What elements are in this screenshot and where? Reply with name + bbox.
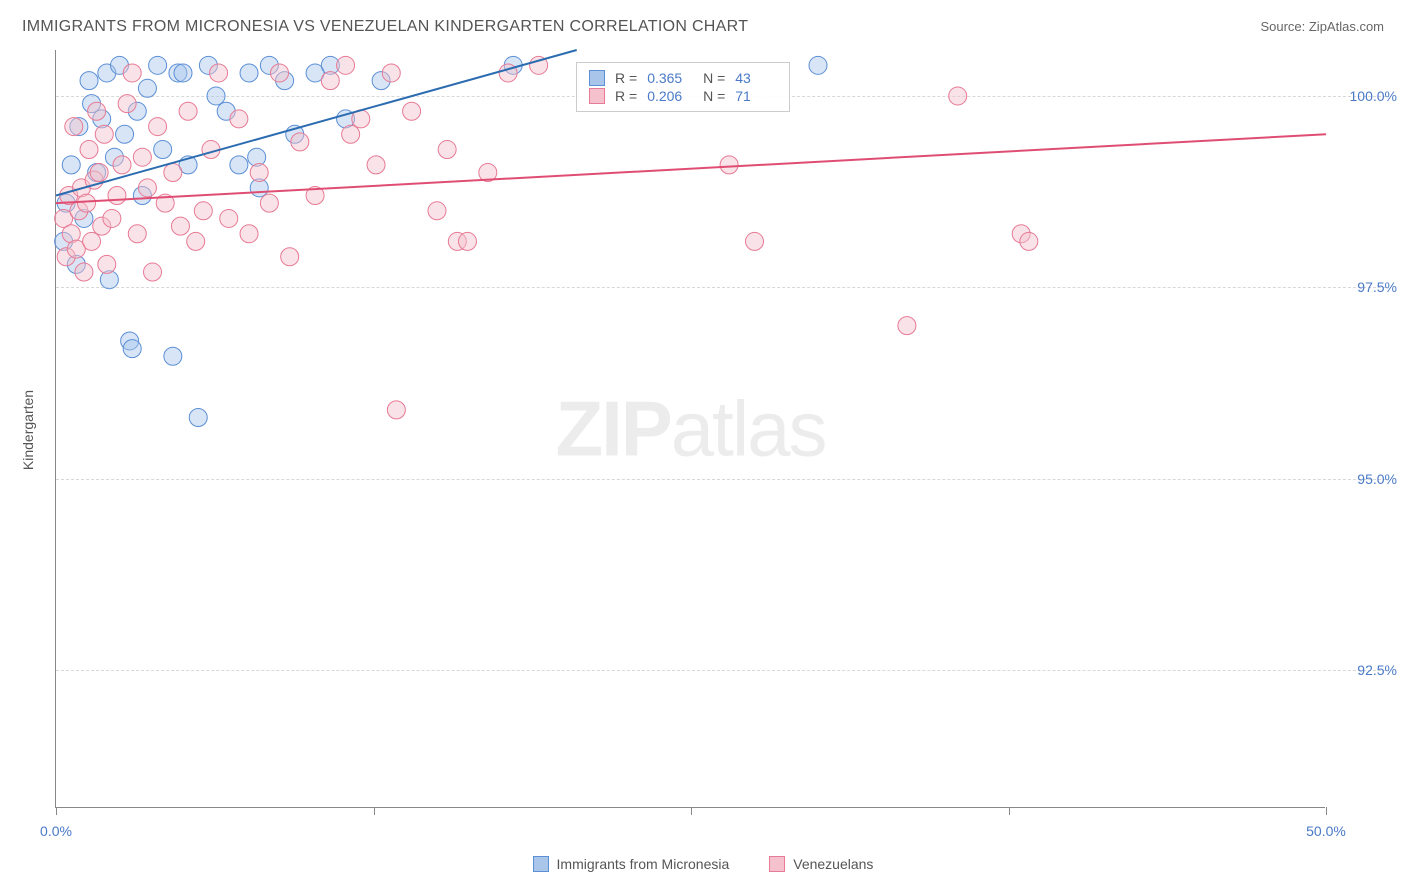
legend-swatch-1 [533,856,549,872]
scatter-marker [90,164,108,182]
scatter-marker [154,141,172,159]
scatter-marker [189,409,207,427]
stats-swatch-1 [589,70,605,86]
scatter-marker [250,164,268,182]
correlation-stats-box: R = 0.365 N = 43 R = 0.206 N = 71 [576,62,790,112]
scatter-marker [194,202,212,220]
xtick [691,807,692,815]
legend: Immigrants from Micronesia Venezuelans [0,856,1406,872]
y-axis-label: Kindergarten [20,390,36,470]
legend-swatch-2 [769,856,785,872]
scatter-marker [291,133,309,151]
legend-label-2: Venezuelans [793,856,873,872]
scatter-svg [56,50,1325,807]
scatter-marker [367,156,385,174]
scatter-marker [113,156,131,174]
xtick [374,807,375,815]
stat-r-label: R = [615,88,637,104]
chart-source: Source: ZipAtlas.com [1260,19,1384,34]
scatter-marker [133,148,151,166]
scatter-marker [428,202,446,220]
scatter-marker [458,232,476,250]
scatter-marker [123,64,141,82]
xtick [1326,807,1327,815]
ytick-label: 95.0% [1337,471,1397,487]
scatter-marker [809,56,827,74]
scatter-marker [342,125,360,143]
scatter-marker [103,209,121,227]
legend-label-1: Immigrants from Micronesia [557,856,730,872]
stats-row-series1: R = 0.365 N = 43 [589,69,777,87]
scatter-marker [174,64,192,82]
scatter-marker [88,102,106,120]
stats-row-series2: R = 0.206 N = 71 [589,87,777,105]
scatter-marker [230,156,248,174]
xtick-label: 50.0% [1306,823,1346,839]
scatter-marker [116,125,134,143]
stat-n-value-2: 71 [735,88,777,104]
xtick [1009,807,1010,815]
scatter-marker [149,118,167,136]
ytick-label: 92.5% [1337,662,1397,678]
scatter-marker [271,64,289,82]
legend-item-2: Venezuelans [769,856,873,872]
scatter-marker [746,232,764,250]
scatter-marker [80,72,98,90]
scatter-marker [230,110,248,128]
scatter-marker [123,340,141,358]
ytick-label: 97.5% [1337,279,1397,295]
scatter-marker [118,95,136,113]
scatter-marker [164,164,182,182]
legend-item-1: Immigrants from Micronesia [533,856,730,872]
scatter-marker [240,225,258,243]
scatter-marker [164,347,182,365]
scatter-marker [382,64,400,82]
scatter-marker [83,232,101,250]
scatter-marker [949,87,967,105]
scatter-marker [337,56,355,74]
stat-r-value-2: 0.206 [647,88,689,104]
scatter-marker [75,263,93,281]
scatter-marker [108,186,126,204]
chart-plot-area: ZIPatlas R = 0.365 N = 43 R = 0.206 N = … [55,50,1325,808]
scatter-marker [1020,232,1038,250]
scatter-marker [898,317,916,335]
scatter-marker [149,56,167,74]
scatter-marker [720,156,738,174]
xtick [56,807,57,815]
scatter-marker [207,87,225,105]
scatter-marker [179,102,197,120]
scatter-marker [65,118,83,136]
scatter-marker [171,217,189,235]
scatter-marker [98,255,116,273]
scatter-marker [128,225,146,243]
scatter-marker [138,79,156,97]
scatter-marker [240,64,258,82]
scatter-marker [387,401,405,419]
scatter-marker [438,141,456,159]
ytick-label: 100.0% [1337,88,1397,104]
scatter-marker [80,141,98,159]
scatter-marker [187,232,205,250]
scatter-marker [210,64,228,82]
xtick-label: 0.0% [40,823,72,839]
stats-swatch-2 [589,88,605,104]
scatter-marker [403,102,421,120]
stat-r-label: R = [615,70,637,86]
scatter-marker [77,194,95,212]
scatter-marker [144,263,162,281]
scatter-marker [138,179,156,197]
stat-n-label: N = [699,70,725,86]
stat-r-value-1: 0.365 [647,70,689,86]
scatter-marker [321,72,339,90]
scatter-marker [220,209,238,227]
chart-header: IMMIGRANTS FROM MICRONESIA VS VENEZUELAN… [22,18,1384,36]
scatter-marker [260,194,278,212]
stat-n-label: N = [699,88,725,104]
scatter-marker [95,125,113,143]
chart-title: IMMIGRANTS FROM MICRONESIA VS VENEZUELAN… [22,18,748,36]
scatter-marker [281,248,299,266]
stat-n-value-1: 43 [735,70,777,86]
scatter-marker [62,156,80,174]
